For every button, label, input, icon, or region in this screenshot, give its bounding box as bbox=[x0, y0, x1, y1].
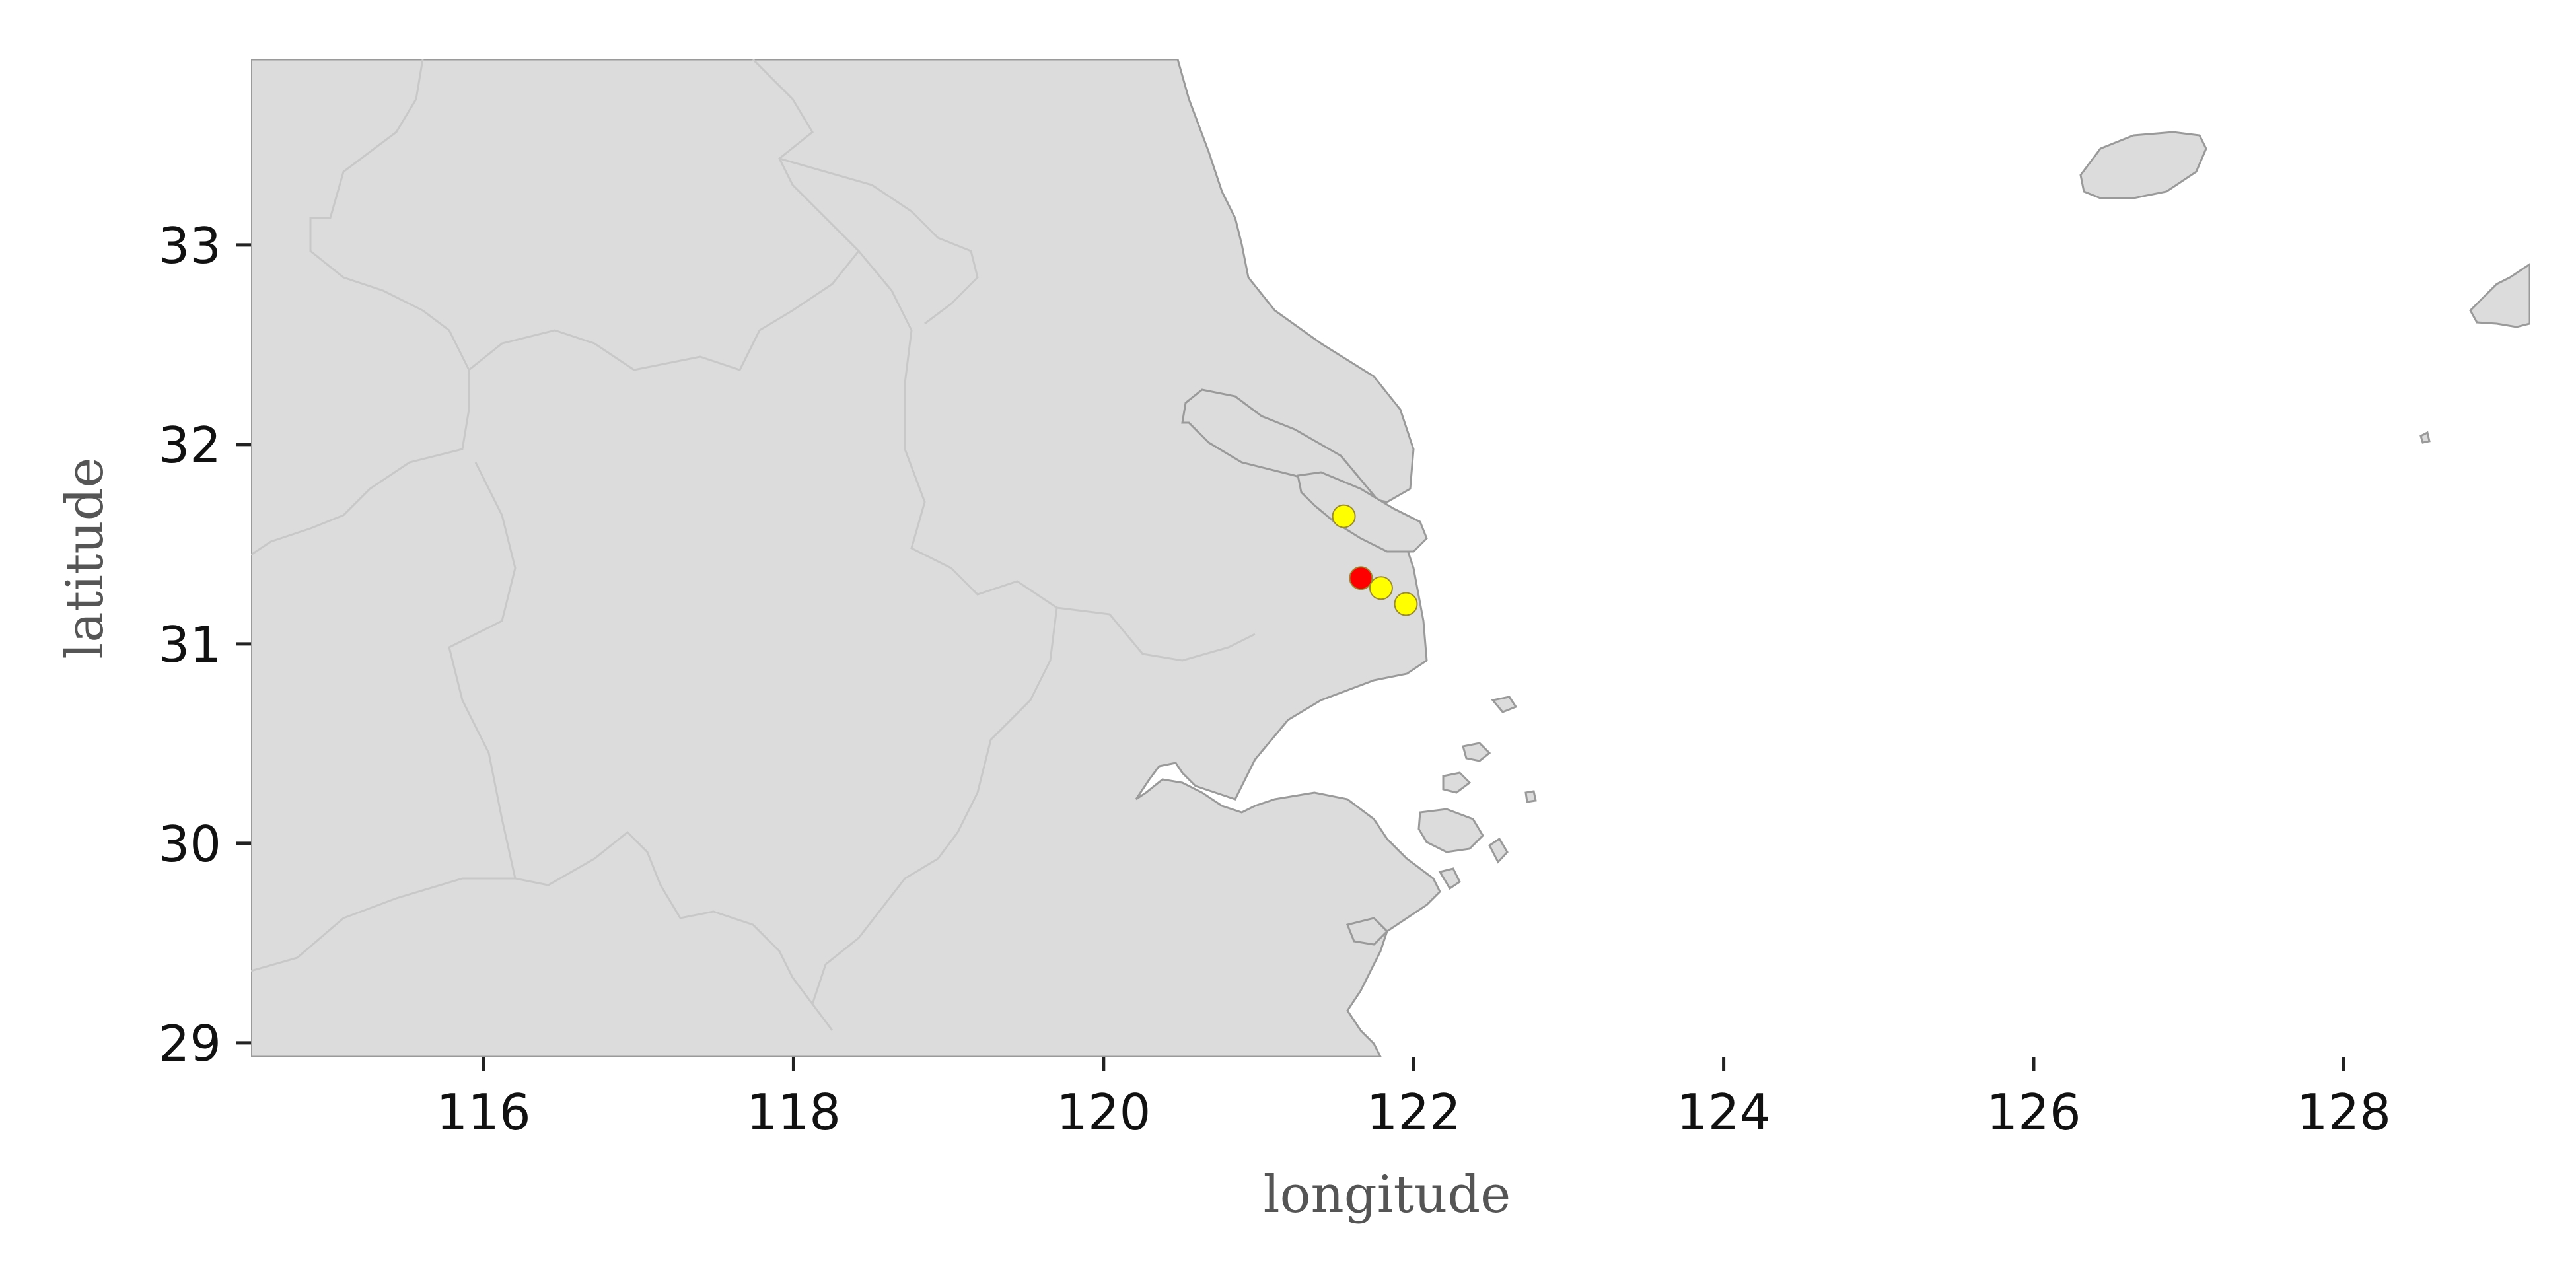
x-tick-label: 128 bbox=[2297, 1083, 2391, 1141]
province-boundary bbox=[251, 59, 470, 556]
y-tick-label: 31 bbox=[159, 616, 221, 674]
basemap bbox=[251, 59, 2530, 1057]
zhoushan-island bbox=[1442, 771, 1472, 794]
x-tick-label: 118 bbox=[746, 1083, 841, 1141]
axes: 116 118 120 122 124 126 128 29 30 31 32 33 longitu… bbox=[55, 217, 2391, 1225]
y-tick-label: 32 bbox=[159, 416, 221, 474]
zhoushan-island bbox=[1462, 742, 1491, 762]
x-tick-label: 116 bbox=[436, 1083, 530, 1141]
zhoushan-island bbox=[1488, 837, 1509, 864]
y-axis-label: latitude bbox=[55, 457, 115, 659]
zhoushan-island bbox=[1345, 917, 1389, 946]
mainland-land bbox=[251, 59, 1441, 1057]
x-axis-label: longitude bbox=[1264, 1165, 1511, 1225]
province-boundary bbox=[1056, 606, 1256, 662]
y-axis-ticks: 29 30 31 32 33 bbox=[159, 217, 251, 1073]
y-tick-label: 33 bbox=[159, 217, 221, 275]
x-tick-label: 126 bbox=[1986, 1083, 2081, 1141]
zhoushan-island bbox=[1491, 696, 1518, 713]
province-boundary bbox=[779, 157, 979, 325]
red-point bbox=[1349, 566, 1373, 590]
zhoushan-island bbox=[1524, 790, 1537, 803]
yellow-point bbox=[1369, 576, 1393, 600]
province-boundary bbox=[251, 877, 515, 972]
zhoushan-island bbox=[1438, 867, 1461, 890]
korea-islet bbox=[2419, 431, 2431, 444]
x-axis-ticks: 116 118 120 122 124 126 128 bbox=[436, 1057, 2391, 1141]
y-tick-label: 29 bbox=[159, 1015, 221, 1073]
yellow-point bbox=[1332, 504, 1356, 528]
province-boundary bbox=[448, 462, 834, 1031]
x-tick-label: 124 bbox=[1676, 1083, 1771, 1141]
jeju-island bbox=[2079, 131, 2207, 199]
chongming-island bbox=[1297, 471, 1428, 553]
x-tick-label: 120 bbox=[1056, 1083, 1151, 1141]
korea-coast bbox=[2469, 263, 2530, 328]
data-points bbox=[1332, 504, 1418, 616]
province-boundary bbox=[468, 59, 861, 371]
x-tick-label: 122 bbox=[1367, 1083, 1461, 1141]
y-tick-label: 30 bbox=[159, 815, 221, 873]
yellow-point bbox=[1394, 592, 1418, 616]
zhoushan-island bbox=[1417, 808, 1484, 853]
